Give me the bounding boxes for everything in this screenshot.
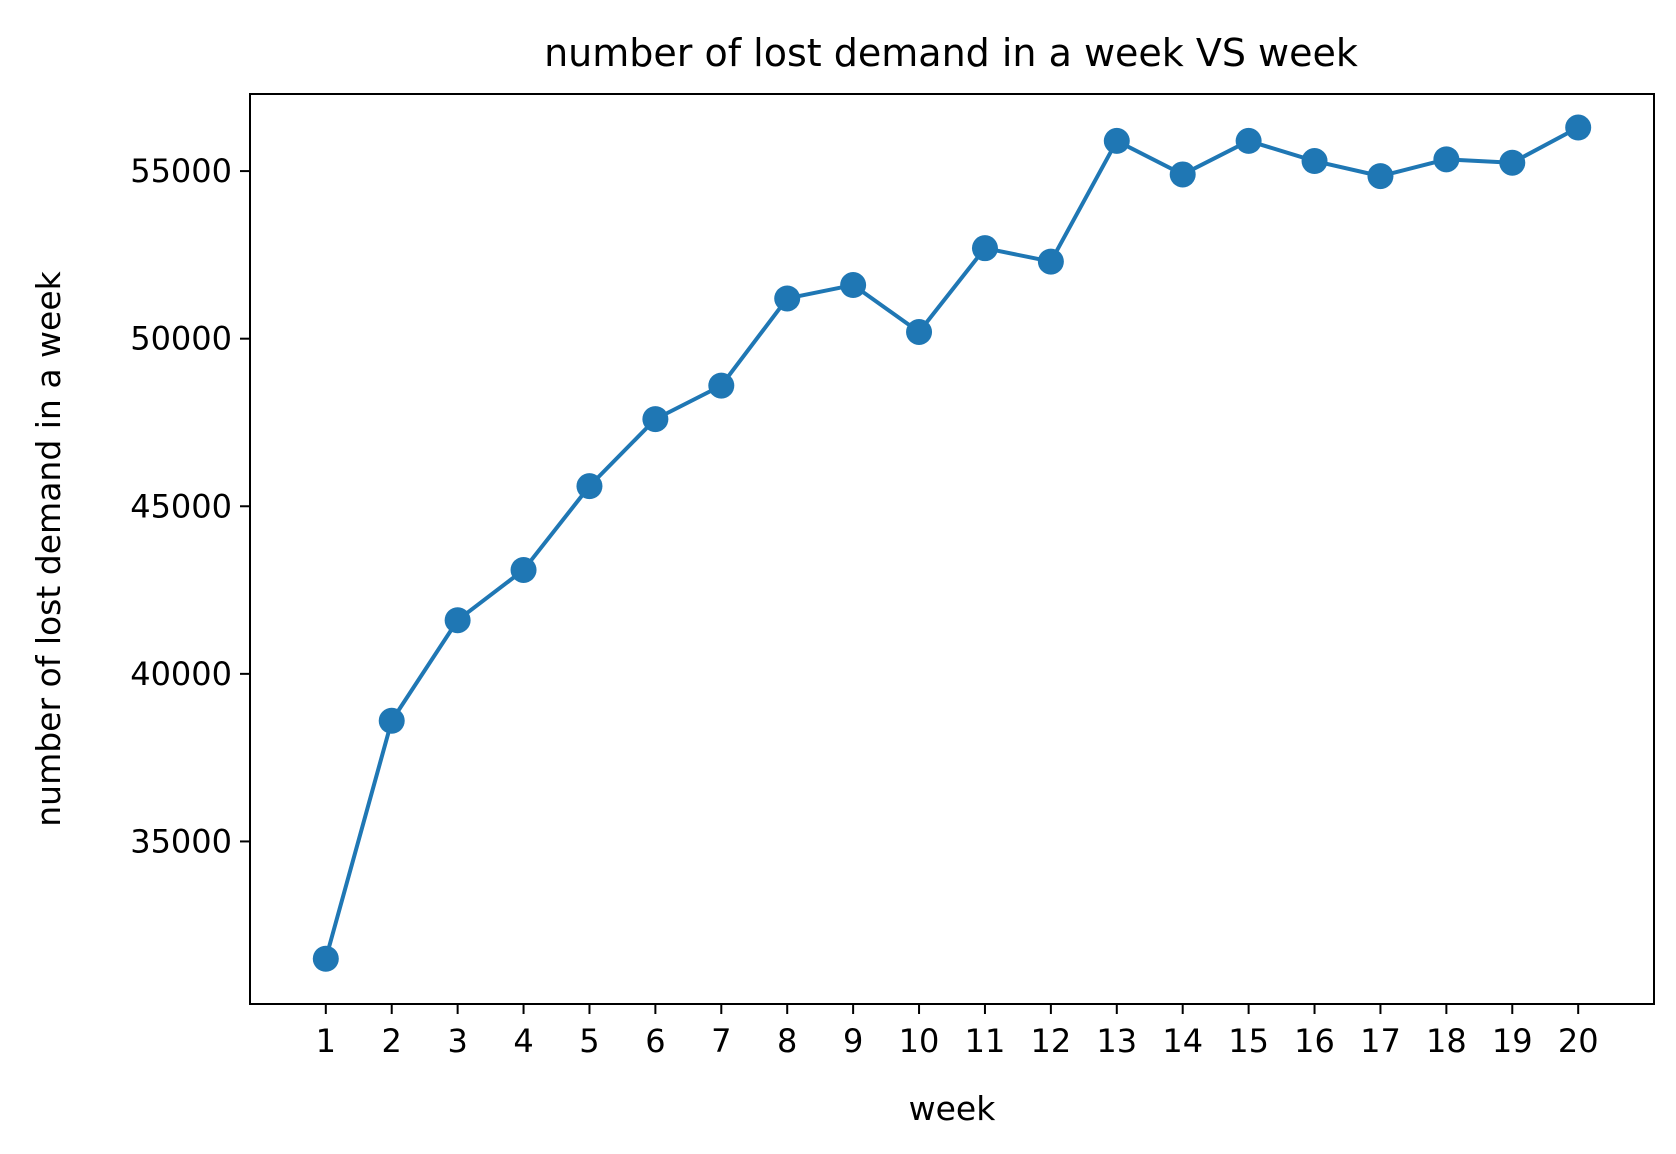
data-point [971, 235, 998, 262]
data-point [1499, 149, 1526, 176]
x-tick-label: 19 [1492, 1022, 1533, 1060]
y-tick-label: 35000 [130, 822, 232, 860]
x-tick-label: 3 [447, 1022, 467, 1060]
x-tick-label: 10 [899, 1022, 940, 1060]
x-tick-label: 18 [1426, 1022, 1467, 1060]
data-point [312, 945, 339, 972]
data-point [1235, 127, 1262, 154]
data-point [642, 406, 669, 433]
y-tick-label: 50000 [130, 320, 232, 358]
x-tick-label: 5 [579, 1022, 599, 1060]
y-axis: 35000 40000 45000 50000 55000 [130, 152, 250, 860]
data-point [1301, 148, 1328, 175]
x-axis-label: week [909, 1089, 997, 1128]
data-point [576, 473, 603, 500]
x-axis: 1 2 3 4 5 6 7 8 9 10 11 12 13 14 15 16 17 18 19 20 [316, 1004, 1599, 1060]
y-tick-label: 55000 [130, 152, 232, 190]
data-point [1169, 161, 1196, 188]
x-tick-label: 8 [777, 1022, 797, 1060]
data-point [1037, 248, 1064, 275]
series-line [323, 125, 1580, 960]
x-tick-label: 15 [1228, 1022, 1269, 1060]
data-point [906, 318, 933, 345]
x-tick-label: 6 [645, 1022, 665, 1060]
x-tick-label: 20 [1558, 1022, 1599, 1060]
data-point [708, 372, 735, 399]
x-tick-label: 16 [1294, 1022, 1335, 1060]
data-point [1433, 146, 1460, 173]
data-point [1565, 114, 1592, 141]
x-tick-label: 14 [1162, 1022, 1203, 1060]
y-axis-label: number of lost demand in a week [29, 270, 68, 826]
data-point [378, 707, 405, 734]
x-tick-label: 7 [711, 1022, 731, 1060]
x-tick-label: 11 [965, 1022, 1006, 1060]
data-point [510, 556, 537, 583]
y-tick-label: 40000 [130, 655, 232, 693]
y-tick-label: 45000 [130, 487, 232, 525]
data-point [444, 607, 471, 634]
x-tick-label: 9 [843, 1022, 863, 1060]
x-tick-label: 2 [382, 1022, 402, 1060]
data-point [774, 285, 801, 312]
x-tick-label: 4 [513, 1022, 533, 1060]
chart-title: number of lost demand in a week VS week [544, 31, 1358, 75]
data-point [1367, 163, 1394, 190]
x-tick-label: 12 [1031, 1022, 1072, 1060]
x-tick-label: 17 [1360, 1022, 1401, 1060]
data-point [840, 272, 867, 299]
plot-area [312, 114, 1592, 972]
x-tick-label: 1 [316, 1022, 336, 1060]
axes-frame [249, 93, 1655, 1005]
x-tick-label: 13 [1096, 1022, 1137, 1060]
data-point [1103, 127, 1130, 154]
